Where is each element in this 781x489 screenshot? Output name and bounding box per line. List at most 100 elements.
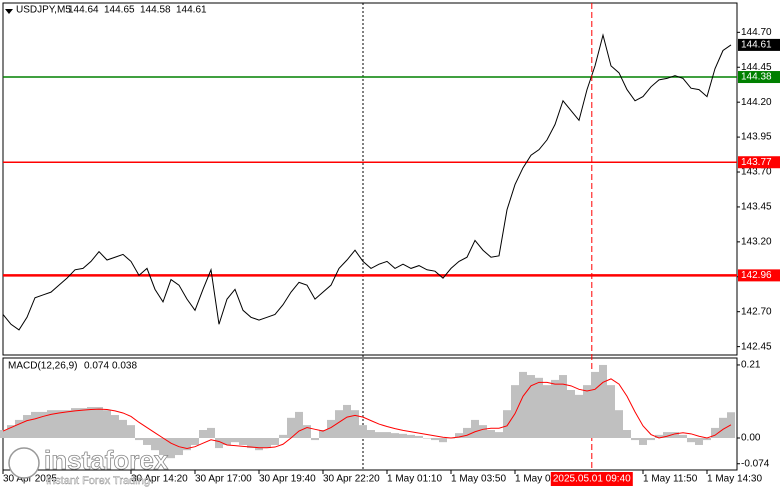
histogram-bar bbox=[559, 375, 567, 438]
histogram-bar bbox=[455, 433, 463, 438]
histogram-bar bbox=[231, 438, 239, 443]
histogram-bar bbox=[575, 394, 583, 438]
histogram-bar bbox=[119, 419, 127, 438]
histogram-bar bbox=[535, 377, 543, 438]
y-tick-label: 0.00 bbox=[741, 433, 761, 444]
histogram-bar bbox=[423, 438, 431, 439]
histogram-bar bbox=[239, 438, 247, 445]
histogram-bar bbox=[439, 438, 447, 443]
y-tick-label: 143.45 bbox=[741, 202, 772, 213]
histogram-bar bbox=[399, 433, 407, 438]
y-tick-label: 144.45 bbox=[741, 62, 772, 73]
x-tick-label: 30 Apr 14:20 bbox=[131, 474, 188, 485]
histogram-bar bbox=[127, 425, 135, 438]
histogram-bar bbox=[623, 430, 631, 438]
level-label: 142.96 bbox=[741, 270, 772, 281]
histogram-bar bbox=[111, 415, 119, 438]
histogram-bar bbox=[183, 438, 191, 451]
histogram-bar bbox=[463, 427, 471, 438]
histogram-bar bbox=[319, 430, 327, 438]
y-tick-label: 0.21 bbox=[741, 360, 761, 371]
histogram-bar bbox=[407, 434, 415, 438]
histogram-bar bbox=[663, 432, 671, 438]
watermark-logo bbox=[8, 447, 40, 479]
histogram-bar bbox=[551, 379, 559, 438]
x-tick-label: 1 May 06:30 bbox=[515, 474, 570, 485]
histogram-bar bbox=[567, 390, 575, 438]
histogram-bar bbox=[295, 411, 303, 438]
histogram-bar bbox=[143, 438, 151, 445]
y-tick-label: 143.70 bbox=[741, 167, 772, 178]
symbol: USDJPY,M5 bbox=[16, 5, 71, 16]
signal-line bbox=[2, 378, 732, 449]
histogram-bar bbox=[63, 410, 71, 438]
price-line bbox=[2, 33, 732, 331]
histogram-bar bbox=[671, 432, 679, 438]
histogram-bar bbox=[327, 419, 335, 438]
y-tick-label: 144.20 bbox=[741, 97, 772, 108]
histogram-bar bbox=[31, 411, 39, 438]
histogram-bar bbox=[87, 407, 95, 438]
histogram-bar bbox=[503, 410, 511, 438]
histogram-bar bbox=[687, 438, 695, 443]
high: 144.65 bbox=[104, 5, 135, 16]
histogram-bar bbox=[263, 438, 271, 449]
watermark-brand: instaforex bbox=[44, 445, 169, 475]
x-tick-label: 1 May 01:10 bbox=[387, 474, 442, 485]
histogram-bar bbox=[655, 434, 663, 438]
histogram-bar bbox=[679, 434, 687, 438]
macd-value: 0.074 bbox=[84, 361, 109, 372]
histogram-bar bbox=[167, 438, 175, 459]
y-tick-label: -0.074 bbox=[741, 458, 770, 469]
level-tag bbox=[738, 269, 780, 282]
close: 144.61 bbox=[176, 5, 207, 16]
macd-frame bbox=[2, 357, 738, 471]
histogram-bar bbox=[631, 438, 639, 441]
histogram-bar bbox=[103, 410, 111, 438]
histogram-bar bbox=[351, 410, 359, 438]
histogram-bar bbox=[495, 432, 503, 438]
histogram-bar bbox=[303, 425, 311, 438]
histogram-bar bbox=[71, 408, 79, 438]
y-tick-label: 142.45 bbox=[741, 341, 772, 352]
level-label: 144.38 bbox=[741, 72, 772, 83]
histogram-bar bbox=[359, 425, 367, 438]
histogram-bar bbox=[647, 438, 655, 441]
histogram-bar bbox=[247, 438, 255, 449]
histogram-bar bbox=[415, 435, 423, 438]
price-label: 144.61 bbox=[741, 40, 772, 51]
histogram-bar bbox=[711, 427, 719, 438]
histogram-bar bbox=[39, 411, 47, 438]
histogram-bar bbox=[135, 438, 143, 441]
level-tag bbox=[738, 71, 780, 84]
histogram-bar bbox=[215, 438, 223, 449]
cursor-label: 2025.05.01 09:40 bbox=[553, 474, 631, 485]
histogram-bar bbox=[391, 433, 399, 438]
histogram-bar bbox=[487, 430, 495, 438]
level-tag bbox=[738, 156, 780, 169]
x-tick-label: 1 May 03:50 bbox=[451, 474, 506, 485]
histogram-bar bbox=[255, 438, 263, 451]
macd-title: MACD(12,26,9) bbox=[8, 361, 77, 372]
histogram-bar bbox=[311, 438, 319, 441]
histogram-bar bbox=[543, 385, 551, 438]
x-tick-label: 30 Apr 19:40 bbox=[259, 474, 316, 485]
histogram-bar bbox=[79, 408, 87, 438]
histogram-bar bbox=[719, 417, 727, 438]
histogram-bar bbox=[55, 410, 63, 438]
histogram-bar bbox=[223, 438, 231, 445]
histogram-bar bbox=[591, 371, 599, 438]
histogram-bar bbox=[527, 375, 535, 438]
histogram-bar bbox=[199, 430, 207, 438]
watermark: instaforex Instant Forex Trading bbox=[8, 444, 169, 487]
histogram-bar bbox=[159, 438, 167, 456]
histogram-bar bbox=[607, 385, 615, 438]
watermark-tagline: Instant Forex Trading bbox=[46, 475, 150, 487]
histogram-bar bbox=[599, 364, 607, 438]
histogram-bar bbox=[151, 438, 159, 451]
x-tick-label: 30 Apr 2025 bbox=[3, 474, 57, 485]
low: 144.58 bbox=[140, 5, 171, 16]
x-tick-label: 30 Apr 17:00 bbox=[195, 474, 252, 485]
